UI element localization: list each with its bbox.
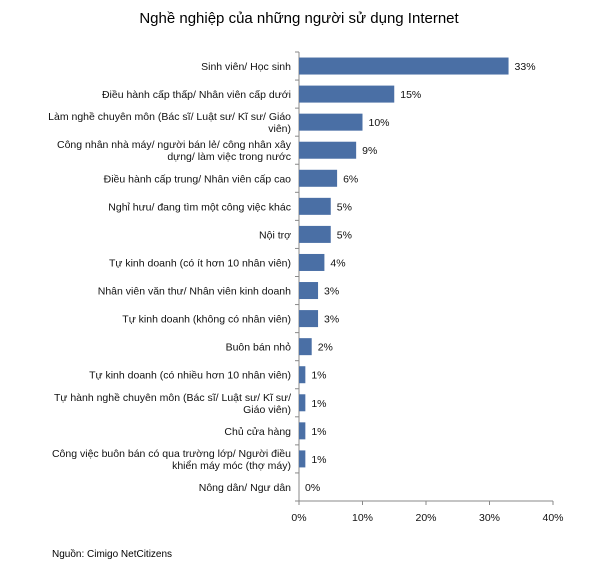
x-tick-label: 20% [415,512,436,524]
bar [299,197,331,215]
category-label: Điều hành cấp thấp/ Nhân viên cấp dưới [102,89,291,101]
category-label-line: viên) [268,123,291,135]
category-label: Nhân viên văn thư/ Nhân viên kinh doanh [98,286,291,298]
category-label: Tự kinh doanh (có nhiều hơn 10 nhân viên… [89,370,291,382]
bar [299,169,338,187]
category-label: Nội trợ [259,229,291,241]
value-label: 6% [343,173,358,185]
value-label: 2% [318,342,333,354]
bar [299,422,306,440]
category-label: Làm nghề chuyên môn (Bác sĩ/ Luật sư/ Kĩ… [48,111,291,135]
category-label: Sinh viên/ Học sinh [201,61,291,73]
category-label-line: khiển máy móc (thợ máy) [172,460,291,472]
value-label: 1% [311,370,326,382]
category-label: Điều hành cấp trung/ Nhân viên cấp cao [104,173,292,185]
category-label-line: Công nhân nhà máy/ người bán lẻ/ công nh… [57,139,292,151]
x-tick-label: 0% [291,512,306,524]
bar [299,253,325,271]
value-label: 10% [369,117,390,129]
category-label-line: Làm nghề chuyên môn (Bác sĩ/ Luật sư/ Kĩ… [48,111,291,123]
category-label: Tự kinh doanh (không có nhân viên) [122,314,291,326]
value-label: 5% [337,201,352,213]
source-note: Nguồn: Cimigo NetCitizens [52,549,173,560]
category-label: Công việc buôn bán có qua trường lớp/ Ng… [52,448,291,472]
x-tick-label: 40% [542,512,563,524]
category-label: Tự hành nghề chuyên môn (Bác sĩ/ Luật sư… [54,392,291,416]
category-label-line: Công việc buôn bán có qua trường lớp/ Ng… [52,448,291,460]
value-label: 4% [330,257,345,269]
category-label: Nông dân/ Ngư dân [199,482,291,494]
x-tick-label: 10% [352,512,373,524]
bar [299,85,395,103]
category-label: Tự kinh doanh (có ít hơn 10 nhân viên) [109,257,291,269]
bar [299,310,319,328]
value-label: 1% [311,454,326,466]
value-label: 3% [324,314,339,326]
category-label-line: dựng/ làm việc trong nước [167,151,291,163]
category-label: Công nhân nhà máy/ người bán lẻ/ công nh… [57,139,292,163]
bar [299,366,306,384]
category-label: Chủ cửa hàng [224,426,291,438]
x-tick-label: 30% [479,512,500,524]
value-label: 1% [311,426,326,438]
value-label: 1% [311,398,326,410]
value-label: 15% [400,89,421,101]
category-label-line: Giáo viên) [243,404,291,416]
value-label: 3% [324,286,339,298]
value-label: 5% [337,229,352,241]
bar [299,282,319,300]
value-label: 33% [515,61,536,73]
category-label: Nghỉ hưu/ đang tìm một công việc khác [108,201,291,213]
category-label: Buôn bán nhỏ [226,342,292,354]
chart-title: Nghề nghiệp của những người sử dụng Inte… [139,10,459,27]
value-label: 0% [305,482,320,494]
value-label: 9% [362,145,377,157]
bar [299,338,312,356]
bar [299,450,306,468]
category-label-line: Tự hành nghề chuyên môn (Bác sĩ/ Luật sư… [54,392,291,404]
bar [299,225,331,243]
bar [299,394,306,412]
bar [299,113,363,131]
bar [299,141,357,159]
bar [299,57,509,75]
